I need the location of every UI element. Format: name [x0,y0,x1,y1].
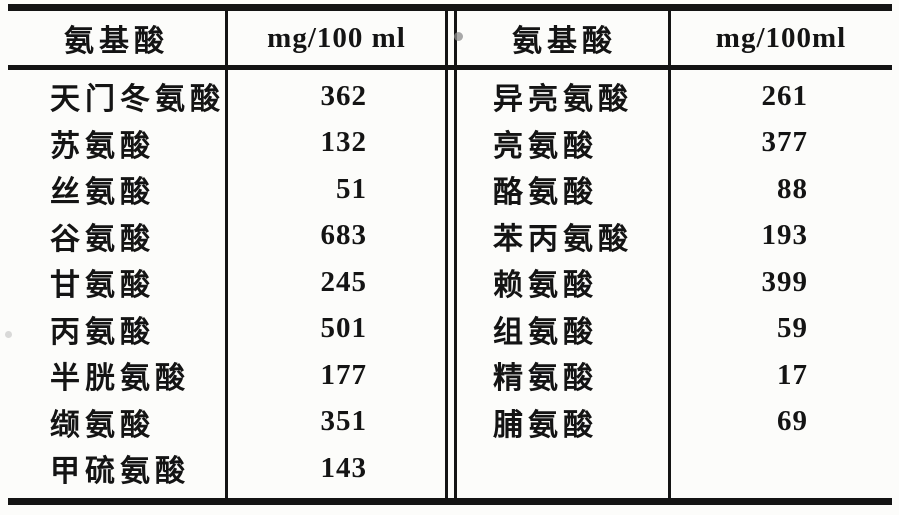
right-header-unit: mg/100ml [715,21,847,54]
amino-acid-value: 17 [777,358,808,391]
table-row: 甲硫氨酸 143 [8,445,445,492]
left-header-unit: mg/100 ml [267,21,406,54]
amino-acid-name: 赖氨酸 [493,268,598,304]
table-row: 缬氨酸 351 [8,399,445,446]
table-row: 甘氨酸 245 [8,259,445,306]
amino-acid-value: 132 [320,126,367,159]
table-row: 酪氨酸 88 [457,166,892,213]
table-header-row: 氨基酸 mg/100 ml 氨基酸 mg/100ml [8,11,892,65]
amino-acid-name: 谷氨酸 [50,221,155,257]
amino-acid-name: 亮氨酸 [493,128,598,164]
amino-acid-value: 51 [336,172,367,205]
amino-acid-value: 69 [777,405,808,438]
amino-acid-value: 683 [320,219,367,252]
amino-acid-value: 193 [761,219,808,252]
table-row: 苏氨酸 132 [8,120,445,167]
table-row: 异亮氨酸 261 [457,73,892,120]
header-separator-line [8,65,892,70]
amino-acid-value: 362 [320,79,367,112]
scan-speck [5,331,12,338]
amino-acid-name: 异亮氨酸 [493,82,633,118]
amino-acid-value: 261 [761,79,808,112]
amino-acid-value: 245 [320,265,367,298]
table-row: 半胱氨酸 177 [8,352,445,399]
amino-acid-table: 氨基酸 mg/100 ml 氨基酸 mg/100ml 天门冬氨酸 362 苏氨酸… [8,4,892,505]
table-row: 苯丙氨酸 193 [457,213,892,260]
amino-acid-value: 351 [320,405,367,438]
amino-acid-name: 丝氨酸 [50,175,155,211]
table-row: 丝氨酸 51 [8,166,445,213]
table-row: 脯氨酸 69 [457,399,892,446]
table-row: 亮氨酸 377 [457,120,892,167]
amino-acid-value: 59 [777,312,808,345]
amino-acid-name: 半胱氨酸 [50,361,190,397]
amino-acid-name: 甲硫氨酸 [50,454,190,490]
right-header-amino-acid: 氨基酸 [512,24,617,59]
scan-speck [454,32,463,41]
table-row: 组氨酸 59 [457,306,892,353]
amino-acid-name: 精氨酸 [493,361,598,397]
center-double-line-1 [445,11,448,498]
amino-acid-name: 组氨酸 [493,314,598,350]
amino-acid-value: 88 [777,172,808,205]
amino-acid-value: 377 [761,126,808,159]
table-row: 天门冬氨酸 362 [8,73,445,120]
left-table-body: 天门冬氨酸 362 苏氨酸 132 丝氨酸 51 谷氨酸 683 甘氨酸 245… [8,73,445,492]
amino-acid-value: 143 [320,451,367,484]
table-row: 谷氨酸 683 [8,213,445,260]
table-row: 丙氨酸 501 [8,306,445,353]
right-column-divider-line [668,11,671,498]
amino-acid-value: 501 [320,312,367,345]
left-column-divider-line [225,11,228,498]
amino-acid-name: 苏氨酸 [50,128,155,164]
right-table-body: 异亮氨酸 261 亮氨酸 377 酪氨酸 88 苯丙氨酸 193 赖氨酸 399… [457,73,892,445]
amino-acid-name: 脯氨酸 [493,407,598,443]
amino-acid-name: 苯丙氨酸 [493,221,633,257]
table-row: 精氨酸 17 [457,352,892,399]
center-double-line-2 [454,11,457,498]
table-row: 赖氨酸 399 [457,259,892,306]
amino-acid-name: 丙氨酸 [50,314,155,350]
amino-acid-name: 天门冬氨酸 [50,82,225,118]
amino-acid-value: 177 [320,358,367,391]
left-header-amino-acid: 氨基酸 [64,24,169,59]
amino-acid-name: 酪氨酸 [493,175,598,211]
amino-acid-name: 甘氨酸 [50,268,155,304]
amino-acid-name: 缬氨酸 [50,407,155,443]
amino-acid-value: 399 [761,265,808,298]
